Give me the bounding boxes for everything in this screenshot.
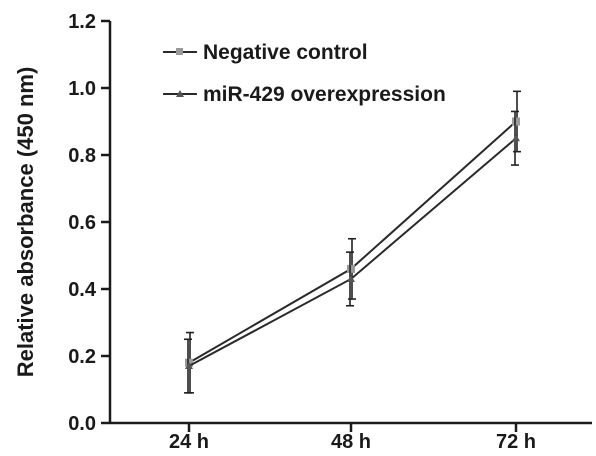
x-tick-label: 24 h: [169, 431, 209, 453]
x-tick-label: 72 h: [496, 431, 536, 453]
y-ticks: 0.0 0.2 0.4 0.6 0.8 1.0 1.2: [68, 11, 110, 435]
y-tick-label: 1.0: [68, 78, 96, 100]
y-tick-label: 0.6: [68, 212, 96, 234]
series-layer: [184, 90, 521, 394]
data-point-triangle: [185, 362, 193, 370]
y-tick-label: 0.0: [68, 413, 96, 435]
y-tick-label: 0.2: [68, 346, 96, 368]
data-point-square: [347, 264, 355, 273]
legend: Negative control miR-429 overexpression: [163, 41, 446, 106]
y-tick-label: 1.2: [68, 11, 96, 33]
x-ticks: 24 h 48 h 72 h: [169, 423, 536, 453]
legend-marker-triangle-icon: [176, 90, 184, 97]
plot-area: 0.0 0.2 0.4 0.6 0.8 1.0 1.2 24 h 48 h 72 h: [68, 11, 592, 453]
series-negative-control: [185, 90, 521, 394]
data-point-triangle: [512, 134, 520, 142]
legend-item-negative-control: Negative control: [163, 41, 368, 64]
legend-item-mir-429-overexpression: miR-429 overexpression: [163, 83, 446, 106]
series-mir-429-overexpression: [184, 110, 520, 394]
y-tick-label: 0.4: [68, 279, 97, 301]
x-tick-label: 48 h: [331, 431, 371, 453]
data-point-square: [512, 117, 520, 126]
legend-label-negative-control: Negative control: [203, 41, 368, 64]
legend-marker-square-icon: [176, 48, 183, 55]
legend-label-mir-429-overexpression: miR-429 overexpression: [203, 83, 446, 106]
y-axis-label: Relative absorbance (450 nm): [13, 67, 38, 378]
data-point-triangle: [347, 274, 355, 282]
y-tick-label: 0.8: [68, 145, 96, 167]
